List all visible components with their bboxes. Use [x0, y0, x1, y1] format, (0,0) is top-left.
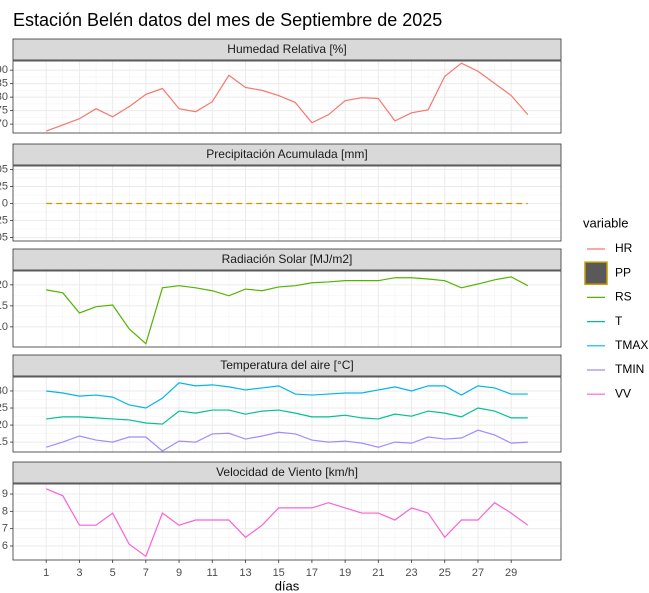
x-tick-label: 21	[372, 567, 384, 579]
strip-title: Velocidad de Viento [km/h]	[216, 465, 358, 479]
y-tick-label: 75	[0, 105, 8, 117]
x-tick-label: 29	[505, 567, 517, 579]
legend-label: TMIN	[615, 362, 644, 376]
x-tick-label: 1	[43, 567, 49, 579]
x-tick-label: 15	[273, 567, 285, 579]
y-tick-label: 20	[0, 419, 8, 431]
x-tick-label: 17	[306, 567, 318, 579]
y-tick-label: 7	[2, 523, 8, 535]
panel-bg	[13, 271, 561, 347]
legend-label: HR	[615, 241, 633, 255]
panel-border	[12, 270, 562, 348]
y-tick-label: 10	[0, 321, 8, 333]
y-tick-label: 15	[0, 436, 8, 448]
y-tick-label: 25	[0, 402, 8, 414]
x-tick-label: 5	[110, 567, 116, 579]
panel-border	[12, 376, 562, 453]
series-line	[46, 429, 528, 452]
y-tick-label: 30	[0, 385, 8, 397]
y-tick-label: 0.025	[0, 180, 8, 192]
x-tick-label: 13	[239, 567, 251, 579]
y-tick-label: 80	[0, 91, 8, 103]
x-tick-label: 27	[472, 567, 484, 579]
y-tick-label: 9	[2, 488, 8, 500]
strip-title: Precipitación Acumulada [mm]	[206, 147, 367, 161]
y-tick-label: 6	[2, 540, 8, 552]
series-line	[45, 488, 529, 558]
y-tick-label: 8	[2, 505, 8, 517]
x-tick-label: 9	[176, 567, 182, 579]
legend-key	[584, 261, 608, 285]
y-tick-label: 85	[0, 78, 8, 90]
x-tick-label: 7	[143, 567, 149, 579]
strip	[12, 461, 562, 484]
series-line	[46, 62, 529, 132]
legend-label: T	[615, 314, 623, 328]
x-tick-label: 23	[405, 567, 417, 579]
y-tick-label: 0.05	[0, 163, 8, 175]
panel-border	[12, 60, 562, 134]
y-tick-label: -0.05	[0, 231, 8, 243]
x-tick-label: 3	[76, 567, 82, 579]
legend-label: TMAX	[615, 338, 648, 352]
strip	[12, 38, 562, 61]
legend-title: variable	[583, 215, 629, 230]
y-tick-label: 70	[0, 118, 8, 130]
strip-title: Humedad Relativa [%]	[227, 42, 346, 56]
legend-label: RS	[615, 290, 632, 304]
strip	[12, 354, 562, 377]
x-tick-label: 19	[339, 567, 351, 579]
panel-border	[12, 483, 562, 561]
y-tick-label: -0.025	[0, 214, 8, 226]
series-line	[46, 382, 528, 409]
legend-label: VV	[615, 386, 631, 400]
strip-title: Radiación Solar [MJ/m2]	[222, 252, 353, 266]
y-tick-label: 90	[0, 64, 8, 76]
legend-label: PP	[615, 265, 631, 279]
panel-border	[12, 165, 562, 242]
x-tick-label: 25	[439, 567, 451, 579]
chart-title: Estación Belén datos del mes de Septiemb…	[13, 10, 442, 30]
y-tick-label: 0	[2, 197, 8, 209]
y-tick-label: 20	[0, 279, 8, 291]
y-tick-label: 15	[0, 300, 8, 312]
strip	[12, 143, 562, 166]
panel-bg	[13, 377, 561, 452]
series-line	[46, 276, 529, 345]
strip	[12, 248, 562, 271]
x-tick-label: 11	[207, 567, 218, 579]
strip-title: Temperatura del aire [°C]	[220, 358, 354, 372]
series-line	[46, 407, 528, 425]
x-axis-label: días	[275, 578, 300, 593]
panel-bg	[13, 484, 561, 560]
